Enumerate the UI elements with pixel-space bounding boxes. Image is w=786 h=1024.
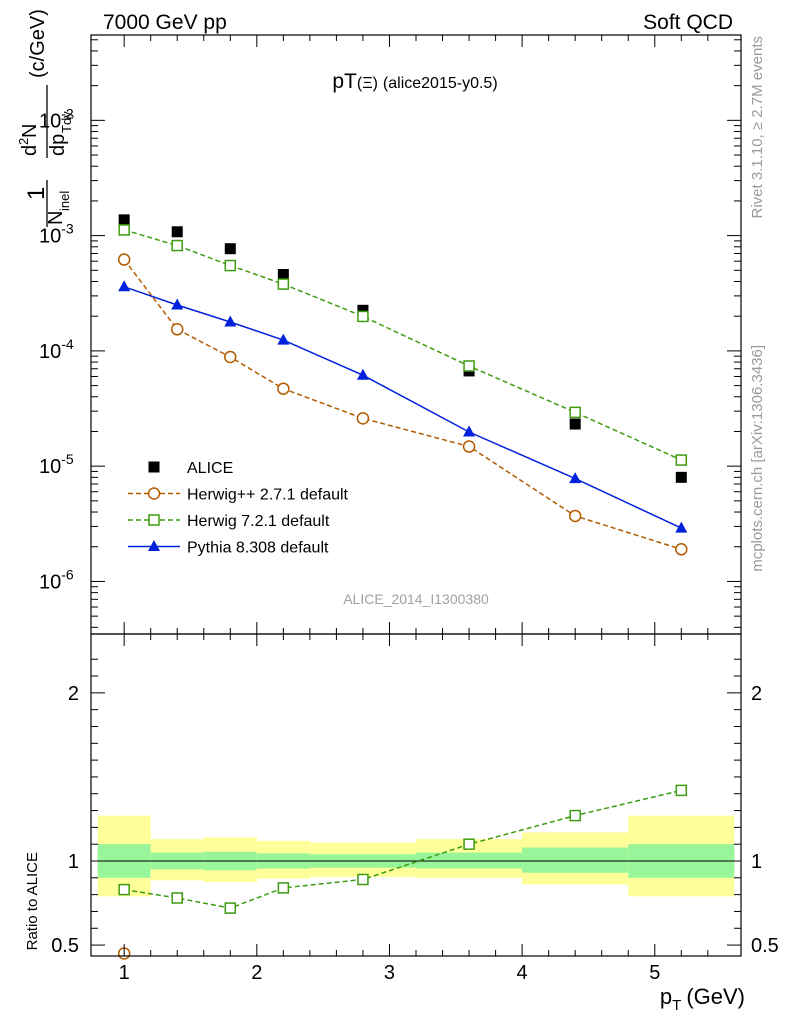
main-point-herwig-7-2-1-default-2 [224, 259, 237, 272]
ratio-point-herwig-7-2-1-default-5 [463, 838, 475, 850]
main-point-pythia-8-308-default-5 [463, 425, 476, 437]
main-point-alice-7 [675, 471, 687, 483]
legend-label-herwig-7-2-1-default: Herwig 7.2.1 default [187, 513, 330, 530]
ratio-y-tick-label-right: 2 [751, 683, 762, 705]
x-tick-label: 5 [649, 962, 660, 984]
legend-marker-pythia-8-308-default [148, 540, 160, 551]
main-point-herwig-2-7-1-default-2 [224, 350, 237, 364]
legend-marker-alice [148, 461, 160, 473]
x-tick-label: 4 [517, 962, 528, 984]
x-axis-label-sub: T [672, 997, 681, 1014]
svg-text:Tdy: Tdy [59, 111, 74, 133]
y-tick-label: 10-4 [39, 336, 74, 363]
main-point-alice-6 [569, 418, 581, 430]
x-axis-label-main: p [660, 984, 672, 1009]
main-point-pythia-8-308-default-6 [569, 472, 582, 484]
main-point-pythia-8-308-default-2 [224, 315, 237, 327]
side-rivet-label: Rivet 3.1.10, ≥ 2.7M events [749, 36, 766, 219]
header-process: Soft QCD [643, 11, 733, 34]
legend-marker-herwig-7-2-1-default [148, 514, 160, 526]
legend-marker-herwig-2-7-1-default [147, 487, 161, 500]
main-point-herwig-7-2-1-default-3 [277, 278, 290, 290]
ratio-point-herwig-7-2-1-default-1 [171, 892, 183, 904]
y-tick-label: 10-6 [39, 566, 74, 593]
main-point-alice-2 [224, 243, 236, 255]
main-point-alice-4 [357, 304, 369, 316]
ratio-point-herwig-7-2-1-default-7 [675, 784, 688, 797]
uncertainty-bands [97, 815, 735, 897]
main-point-alice-3 [277, 268, 289, 280]
svg-text:N: N [45, 211, 67, 225]
analysis-watermark: ALICE_2014_I1300380 [343, 591, 489, 607]
plot-title-rest: (alice2015-y0.5) [383, 75, 498, 92]
main-point-herwig-2-7-1-default-1 [170, 323, 184, 336]
main-point-herwig-7-2-1-default-6 [569, 406, 581, 419]
main-point-pythia-8-308-default-4 [356, 368, 369, 380]
plot-title-main: pT [332, 70, 357, 93]
main-point-herwig-2-7-1-default-5 [462, 440, 476, 453]
main-point-pythia-8-308-default-0 [118, 280, 131, 292]
main-point-pythia-8-308-default-3 [277, 333, 290, 345]
main-point-herwig-2-7-1-default-0 [117, 253, 131, 266]
legend-label-pythia-8-308-default: Pythia 8.308 default [187, 540, 329, 557]
ratio-y-tick-label: 1 [68, 851, 79, 873]
svg-text:1: 1 [23, 187, 50, 200]
ratio-point-herwig-7-2-1-default-4 [357, 873, 369, 886]
main-point-herwig-7-2-1-default-0 [118, 224, 130, 236]
ratio-point-herwig-7-2-1-default-3 [277, 882, 290, 894]
ratio-frame [90, 633, 742, 957]
header-energy: 7000 GeV pp [103, 11, 227, 34]
main-point-herwig-7-2-1-default-5 [463, 360, 475, 372]
y-axis-label: 1 N inel d 2 N dp Tdy (c/GeV) [16, 9, 74, 227]
svg-text:2: 2 [16, 138, 31, 145]
svg-text:d: d [19, 145, 41, 156]
main-point-herwig-2-7-1-default-4 [356, 412, 370, 425]
legend: ALICE Herwig++ 2.7.1 default Herwig 7.2.1 … [128, 460, 349, 557]
x-tick-label: 1 [119, 962, 130, 984]
axes-frame: 1 2 3 4 5 10-2 10-3 10-4 10-5 10-6 2 2 1 1 0.5 0.5 [39, 34, 779, 984]
ratio-point-herwig-7-2-1-default-0 [118, 883, 130, 896]
main-point-herwig-2-7-1-default-6 [568, 509, 582, 523]
y-tick-label: 10-3 [39, 221, 74, 248]
main-point-alice-1 [171, 226, 183, 238]
inner-band-6 [522, 847, 629, 873]
x-tick-label: 3 [384, 962, 395, 984]
x-axis-label-unit: (GeV) [686, 984, 745, 1009]
legend-label-herwig-2-7-1-default: Herwig++ 2.7.1 default [187, 487, 349, 504]
main-point-pythia-8-308-default-7 [675, 521, 688, 533]
side-mcplots-label: mcplots.cern.ch [arXiv:1306.3436] [749, 345, 766, 572]
ratio-line-herwig-7-2-1-default [124, 789, 682, 909]
main-point-alice-0 [118, 214, 130, 226]
y-axis-unit: (c/GeV) [27, 9, 49, 78]
ratio-y-tick-label: 0.5 [51, 935, 79, 957]
main-point-herwig-7-2-1-default-4 [357, 310, 369, 323]
ratio-point-herwig-7-2-1-default-6 [569, 809, 581, 822]
ratio-y-tick-label: 2 [68, 683, 79, 705]
main-line-pythia-8-308-default [123, 286, 682, 529]
main-point-pythia-8-308-default-1 [171, 298, 184, 310]
plot-title-symbol: (Ξ) [357, 75, 378, 92]
legend-label-alice: ALICE [187, 460, 233, 477]
main-point-herwig-2-7-1-default-7 [675, 543, 688, 556]
ratio-y-tick-label-right: 0.5 [751, 935, 779, 957]
ratio-y-label: Ratio to ALICE [24, 852, 41, 950]
plot-title: pT(Ξ) (alice2015-y0.5) [332, 70, 497, 93]
ratio-y-tick-label-right: 1 [751, 851, 762, 873]
main-point-herwig-7-2-1-default-1 [171, 239, 183, 252]
y-tick-label: 10-2 [39, 105, 74, 132]
x-tick-label: 2 [251, 962, 262, 984]
main-point-herwig-2-7-1-default-3 [277, 382, 290, 395]
main-series-layer [117, 214, 688, 556]
ratio-point-herwig-7-2-1-default-2 [224, 902, 237, 914]
main-line-herwig-2-7-1-default [123, 259, 682, 551]
main-point-herwig-7-2-1-default-7 [675, 454, 688, 466]
y-tick-label: 10-5 [39, 451, 74, 478]
x-axis-label: pT (GeV) [660, 984, 745, 1014]
main-line-herwig-7-2-1-default [123, 229, 682, 461]
svg-text:N: N [19, 124, 41, 138]
svg-text:inel: inel [57, 191, 72, 211]
svg-text:dp: dp [47, 134, 69, 156]
